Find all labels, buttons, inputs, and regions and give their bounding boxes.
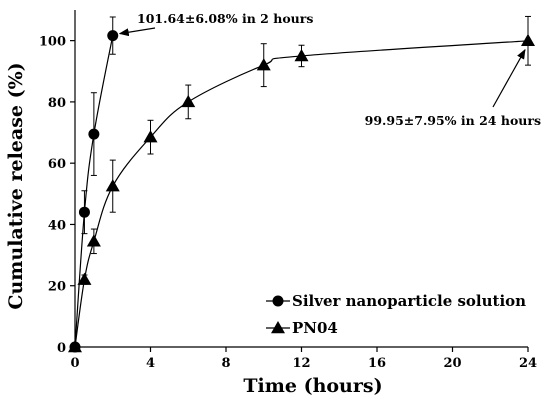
- x-tick-label: 0: [70, 356, 79, 371]
- legend-label: PN04: [292, 319, 338, 337]
- series-line: [74, 35, 114, 348]
- data-point: [521, 33, 535, 47]
- annotation-silver: 101.64±6.08% in 2 hours: [137, 11, 313, 26]
- legend-marker: [272, 295, 284, 307]
- y-tick-label: 100: [39, 35, 66, 50]
- data-point: [86, 234, 101, 247]
- legend: Silver nanoparticle solution PN04: [266, 292, 526, 337]
- data-point: [88, 128, 100, 140]
- annotation-arrow: [492, 48, 526, 108]
- axes: 0 4 8 12 16 20 24 0 20 40 60 80 100: [39, 10, 537, 371]
- annotations: 101.64±6.08% in 2 hours 99.95±7.95% in 24…: [118, 11, 541, 128]
- data-point: [68, 340, 82, 353]
- series-line: [74, 40, 529, 348]
- x-tick-label: 4: [146, 356, 155, 371]
- series-pn04: [68, 15, 535, 353]
- data-point: [143, 130, 158, 143]
- data-point: [107, 30, 119, 42]
- data-point: [78, 206, 90, 218]
- x-tick-label: 8: [221, 356, 230, 371]
- x-tick-label: 16: [368, 356, 386, 371]
- annotation-arrow: [118, 27, 156, 37]
- x-tick-label: 12: [292, 356, 310, 371]
- legend-marker: [271, 321, 285, 334]
- y-tick-label: 40: [48, 218, 66, 233]
- x-tick-label: 20: [443, 356, 461, 371]
- x-axis-title: Time (hours): [243, 375, 382, 397]
- y-tick-label: 60: [48, 157, 66, 172]
- series-layer: [68, 15, 535, 353]
- data-point: [77, 272, 92, 285]
- y-tick-label: 0: [57, 341, 66, 356]
- x-tick-label: 24: [519, 356, 537, 371]
- y-tick-label: 20: [48, 280, 66, 295]
- data-point: [105, 179, 120, 192]
- y-tick-label: 80: [48, 96, 66, 111]
- legend-label: Silver nanoparticle solution: [292, 292, 526, 310]
- data-point: [181, 94, 196, 108]
- data-point: [294, 48, 309, 62]
- data-point: [256, 58, 271, 71]
- legend-item: PN04: [266, 319, 338, 337]
- legend-item: Silver nanoparticle solution: [266, 292, 526, 310]
- annotation-pn04: 99.95±7.95% in 24 hours: [365, 113, 541, 128]
- y-axis-title: Cumulative release (%): [5, 62, 27, 309]
